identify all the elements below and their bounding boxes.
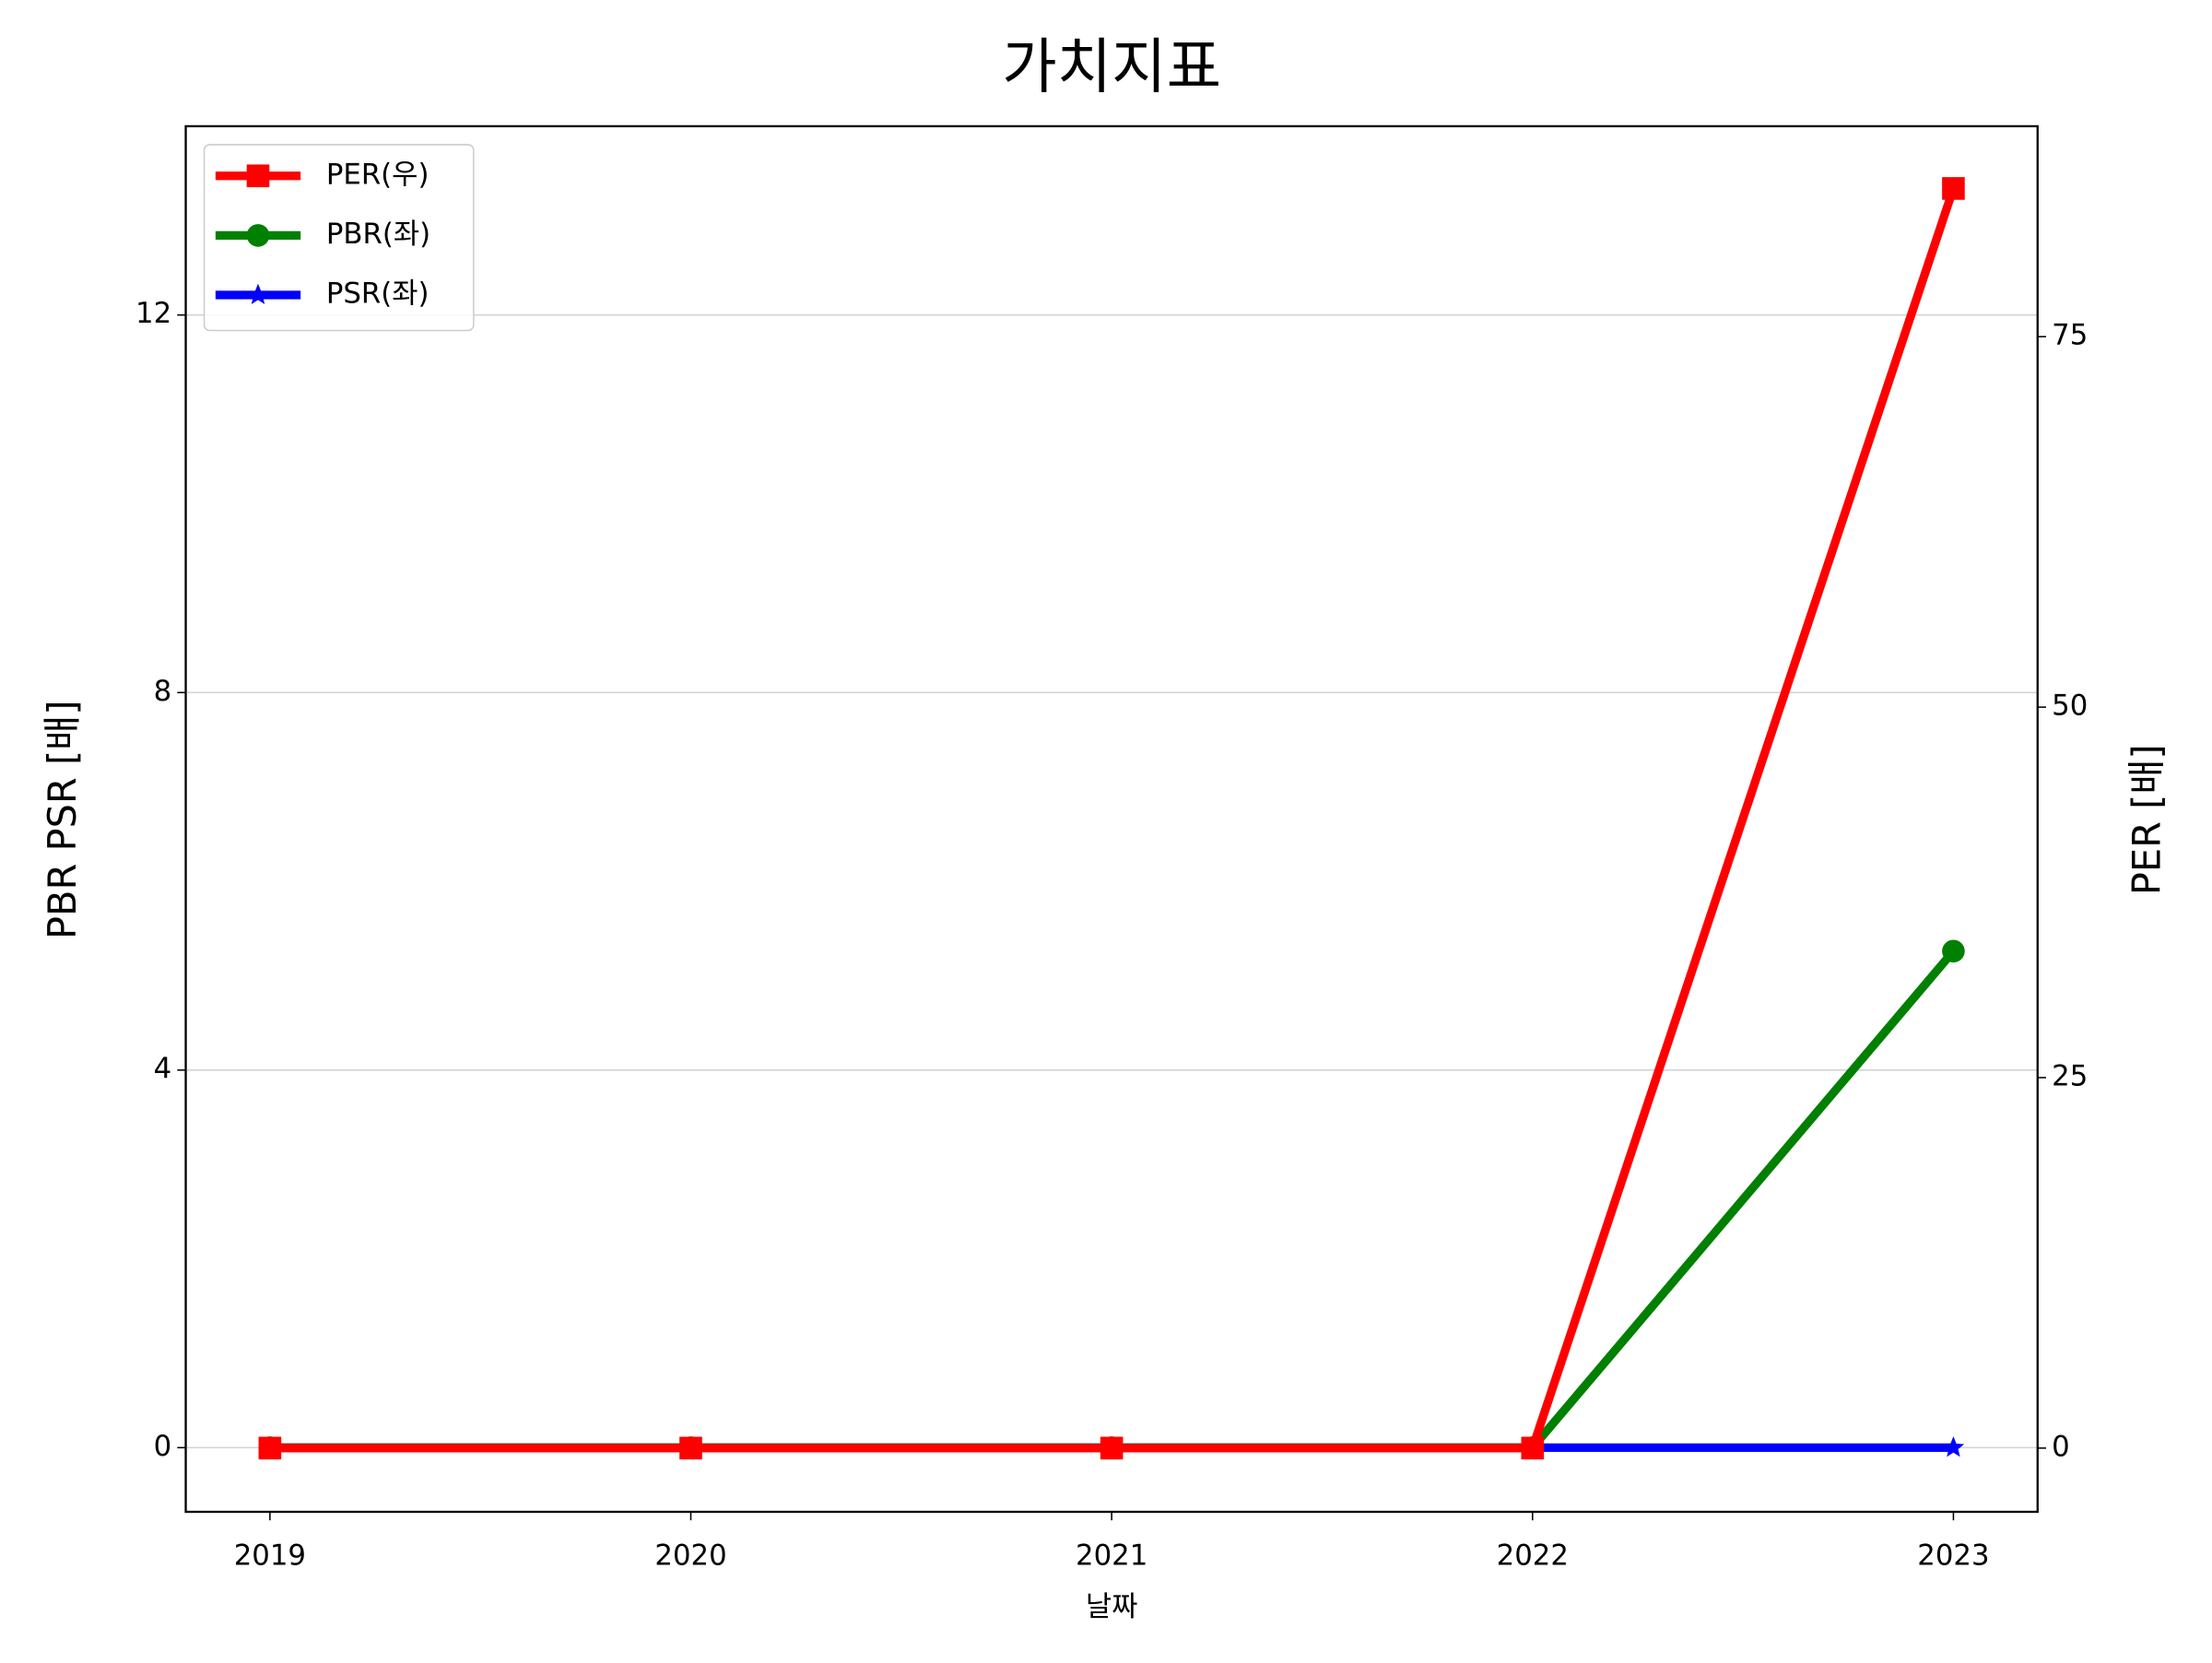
- marker: [1521, 1436, 1545, 1460]
- y2-tick-label: 75: [2052, 319, 2088, 352]
- x-tick-label: 2021: [1076, 1539, 1147, 1573]
- legend: PER(우) PBR(좌) PSR(좌): [203, 144, 475, 332]
- legend-marker: [247, 283, 269, 304]
- x-axis-label: 날짜: [1086, 1590, 1138, 1623]
- marker: [679, 1436, 702, 1460]
- x-tick-label: 2023: [1917, 1539, 1989, 1573]
- legend-box: [203, 144, 475, 332]
- y2-tick-label: 50: [2052, 690, 2088, 723]
- marker: [258, 1436, 282, 1460]
- marker: [1942, 1436, 1965, 1457]
- y-tick-label: 12: [135, 297, 171, 330]
- y2-tick-label: 25: [2052, 1059, 2088, 1092]
- x-tick-label: 2019: [234, 1539, 306, 1573]
- chart-title: 가치지표: [1002, 33, 1221, 102]
- legend-label: PER(우): [326, 158, 429, 191]
- x-tick-label: 2020: [654, 1539, 726, 1573]
- marker: [1942, 939, 1965, 963]
- y-tick-label: 8: [154, 675, 172, 708]
- y2-tick-label: 0: [2052, 1430, 2070, 1463]
- y-tick-label: 4: [154, 1052, 172, 1085]
- legend-marker: [246, 224, 270, 247]
- legend-label: PSR(좌): [326, 277, 429, 311]
- y-axis-label: PBR PSR [배]: [40, 700, 85, 939]
- x-tick-label: 2022: [1497, 1539, 1569, 1573]
- y-tick-label: 0: [154, 1430, 172, 1463]
- plot-frame: [184, 124, 2039, 1514]
- legend-marker: [246, 164, 270, 188]
- legend-label: PBR(좌): [326, 218, 430, 251]
- marker: [1942, 177, 1965, 200]
- y2-axis-label: PER [배]: [2124, 744, 2169, 895]
- marker: [1100, 1436, 1124, 1460]
